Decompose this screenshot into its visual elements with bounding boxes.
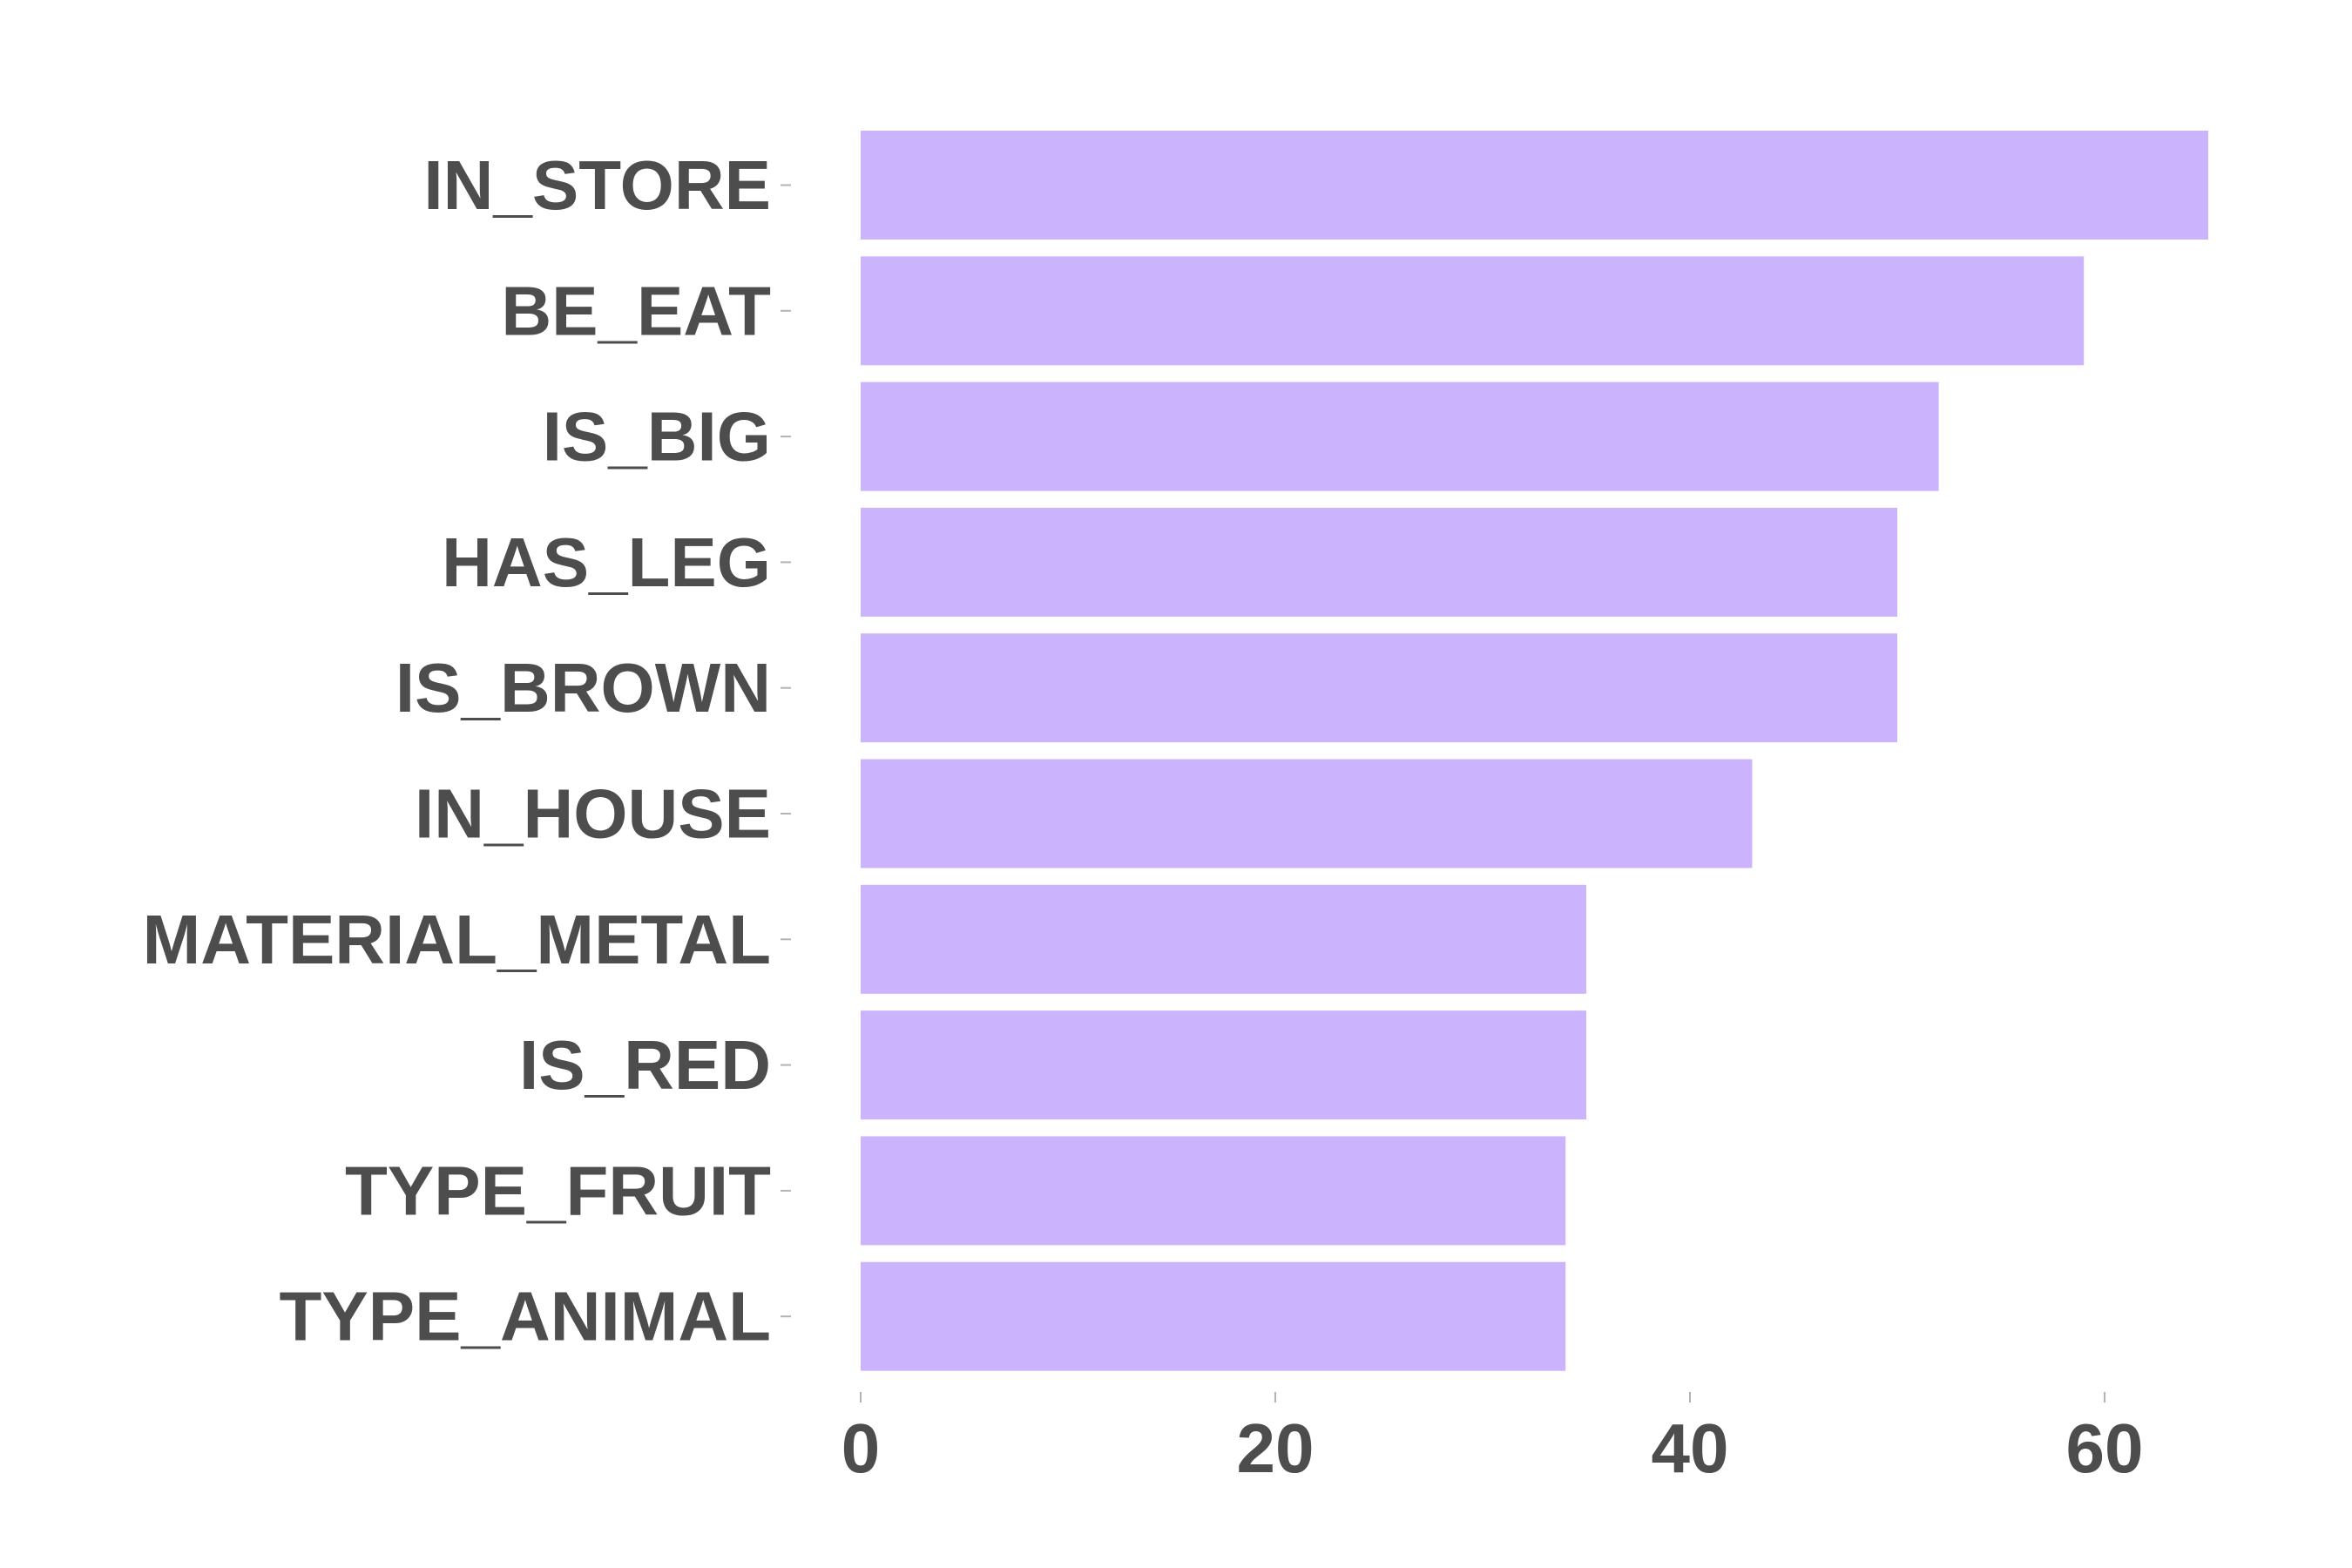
category-label: BE_EAT	[501, 272, 771, 349]
y-axis-labels: IN_STORE BE_EAT IS_BIG HAS_LEG IS_BROWN IN_HO…	[143, 146, 791, 1355]
bar-be-eat	[861, 256, 2085, 366]
bar-in-store	[861, 131, 2208, 240]
bar-type-animal	[861, 1261, 1566, 1371]
bar-is-brown	[861, 633, 1897, 743]
bar-is-red	[861, 1010, 1586, 1120]
x-tick-label: 0	[841, 1409, 881, 1487]
category-label: TYPE_FRUIT	[345, 1152, 771, 1229]
category-label: TYPE_ANIMAL	[280, 1278, 772, 1355]
category-label: IN_STORE	[423, 146, 771, 224]
category-label: IS_BIG	[543, 398, 771, 476]
x-axis: 0 20 40 60	[841, 1392, 2144, 1487]
bar-type-fruit	[861, 1136, 1566, 1246]
bar-has-leg	[861, 507, 1897, 617]
x-tick-label: 60	[2066, 1409, 2144, 1487]
x-tick-label: 40	[1652, 1409, 1729, 1487]
x-tick-label: 20	[1237, 1409, 1315, 1487]
bar-in-house	[861, 759, 1753, 868]
category-label: IN_HOUSE	[415, 775, 771, 853]
bars-layer	[861, 131, 2208, 1371]
bar-is-big	[861, 382, 1939, 491]
bar-material-metal	[861, 884, 1586, 994]
category-label: IS_BROWN	[395, 649, 771, 727]
category-label: MATERIAL_METAL	[143, 901, 771, 978]
category-label: HAS_LEG	[442, 524, 771, 601]
category-label: IS_RED	[519, 1026, 771, 1104]
